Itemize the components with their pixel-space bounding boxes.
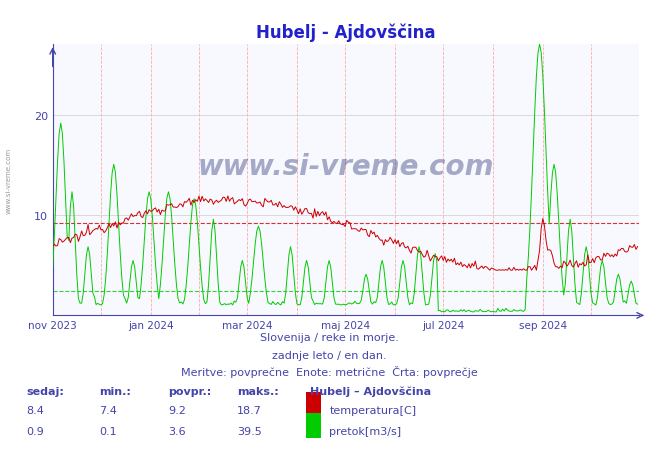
Text: maks.:: maks.:: [237, 387, 279, 396]
Text: sedaj:: sedaj:: [26, 387, 64, 396]
Text: 39.5: 39.5: [237, 426, 262, 436]
Text: 8.4: 8.4: [26, 405, 44, 414]
Text: 0.9: 0.9: [26, 426, 44, 436]
Text: 3.6: 3.6: [168, 426, 186, 436]
Text: Hubelj – Ajdovščina: Hubelj – Ajdovščina: [310, 386, 431, 396]
Text: zadnje leto / en dan.: zadnje leto / en dan.: [272, 350, 387, 360]
Text: 0.1: 0.1: [99, 426, 117, 436]
Text: www.si-vreme.com: www.si-vreme.com: [198, 153, 494, 181]
Text: 9.2: 9.2: [168, 405, 186, 414]
Text: povpr.:: povpr.:: [168, 387, 212, 396]
Text: www.si-vreme.com: www.si-vreme.com: [5, 147, 12, 213]
Text: min.:: min.:: [99, 387, 130, 396]
Text: temperatura[C]: temperatura[C]: [330, 405, 416, 414]
Title: Hubelj - Ajdovščina: Hubelj - Ajdovščina: [256, 24, 436, 42]
Text: Meritve: povprečne  Enote: metrične  Črta: povprečje: Meritve: povprečne Enote: metrične Črta:…: [181, 365, 478, 377]
Text: pretok[m3/s]: pretok[m3/s]: [330, 426, 401, 436]
Text: 18.7: 18.7: [237, 405, 262, 414]
Text: Slovenija / reke in morje.: Slovenija / reke in morje.: [260, 332, 399, 342]
Text: 7.4: 7.4: [99, 405, 117, 414]
